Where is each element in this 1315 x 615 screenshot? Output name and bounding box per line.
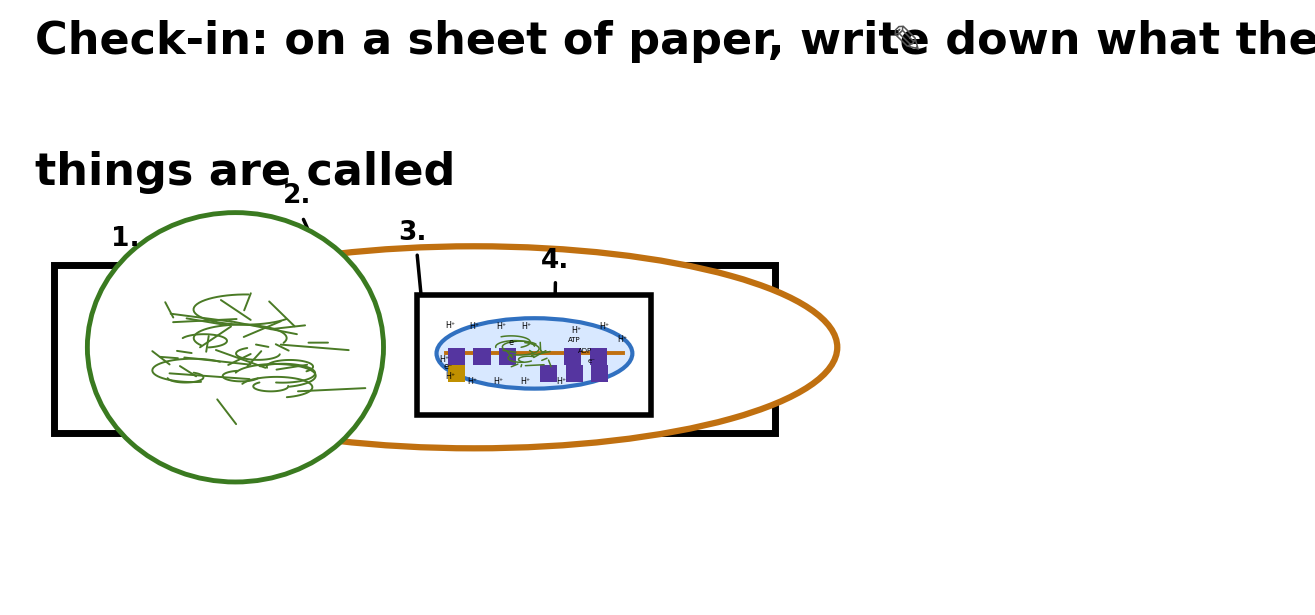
Ellipse shape	[112, 246, 838, 448]
Text: e⁻: e⁻	[509, 338, 518, 347]
Ellipse shape	[87, 213, 384, 482]
Text: H⁺: H⁺	[522, 322, 531, 331]
Ellipse shape	[437, 318, 633, 389]
Bar	[500, 348, 517, 365]
Bar	[590, 365, 608, 382]
Bar	[564, 348, 581, 365]
Text: ✎: ✎	[890, 23, 923, 61]
Bar	[590, 348, 608, 365]
Text: H⁺: H⁺	[439, 355, 450, 364]
Text: H⁺: H⁺	[493, 377, 504, 386]
Text: 3.: 3.	[398, 220, 426, 246]
Text: H⁺: H⁺	[469, 322, 480, 331]
Text: 4.: 4.	[542, 248, 569, 274]
Text: H⁺: H⁺	[446, 372, 455, 381]
Text: H⁺: H⁺	[600, 322, 609, 331]
Text: 1.: 1.	[112, 226, 139, 252]
Bar	[54, 264, 775, 433]
Text: H⁺: H⁺	[572, 326, 581, 335]
Text: ATP: ATP	[568, 337, 581, 343]
Bar	[565, 365, 583, 382]
Text: e⁻: e⁻	[444, 362, 454, 371]
Text: 2.: 2.	[283, 183, 312, 210]
Text: H⁺: H⁺	[467, 377, 477, 386]
Text: things are called: things are called	[34, 151, 455, 194]
Text: H⁺: H⁺	[446, 321, 455, 330]
Text: H⁺: H⁺	[496, 322, 506, 331]
Text: Check-in: on a sheet of paper, write down what these: Check-in: on a sheet of paper, write dow…	[34, 20, 1315, 63]
Bar	[447, 365, 464, 382]
Text: H⁺: H⁺	[556, 377, 567, 386]
Bar	[473, 348, 490, 365]
Text: H⁺: H⁺	[617, 335, 627, 344]
Bar	[540, 365, 558, 382]
Bar	[417, 295, 651, 415]
Text: ADP: ADP	[579, 348, 592, 354]
Text: H⁺: H⁺	[519, 377, 530, 386]
Text: e⁻: e⁻	[588, 358, 596, 363]
Bar	[447, 348, 464, 365]
